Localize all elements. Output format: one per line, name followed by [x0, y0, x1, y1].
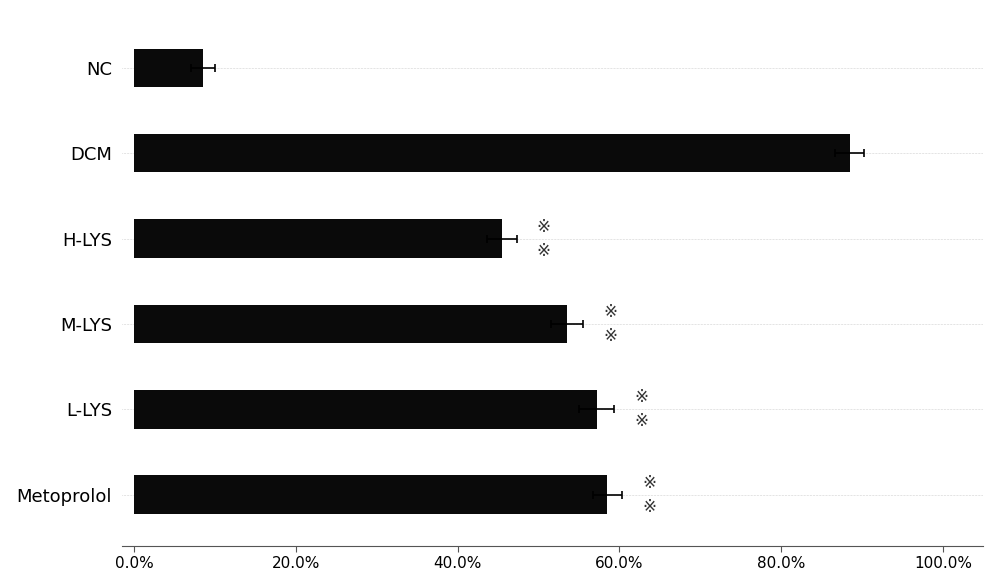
Text: ※: ※ — [642, 474, 656, 492]
Text: ※: ※ — [603, 303, 617, 321]
Text: ※: ※ — [537, 218, 551, 236]
Bar — [134, 134, 850, 172]
Bar — [134, 49, 203, 87]
Text: ※: ※ — [635, 389, 649, 406]
Text: ※: ※ — [635, 412, 649, 430]
Text: ※: ※ — [537, 242, 551, 259]
Bar — [134, 476, 607, 514]
Text: ※: ※ — [642, 497, 656, 516]
Bar — [134, 390, 597, 429]
Bar — [134, 219, 502, 258]
Text: ※: ※ — [603, 327, 617, 345]
Bar — [134, 305, 567, 343]
